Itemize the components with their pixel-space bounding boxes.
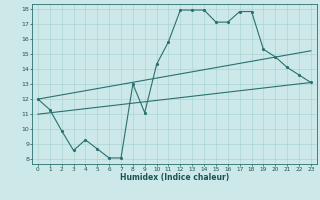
X-axis label: Humidex (Indice chaleur): Humidex (Indice chaleur) [120, 173, 229, 182]
